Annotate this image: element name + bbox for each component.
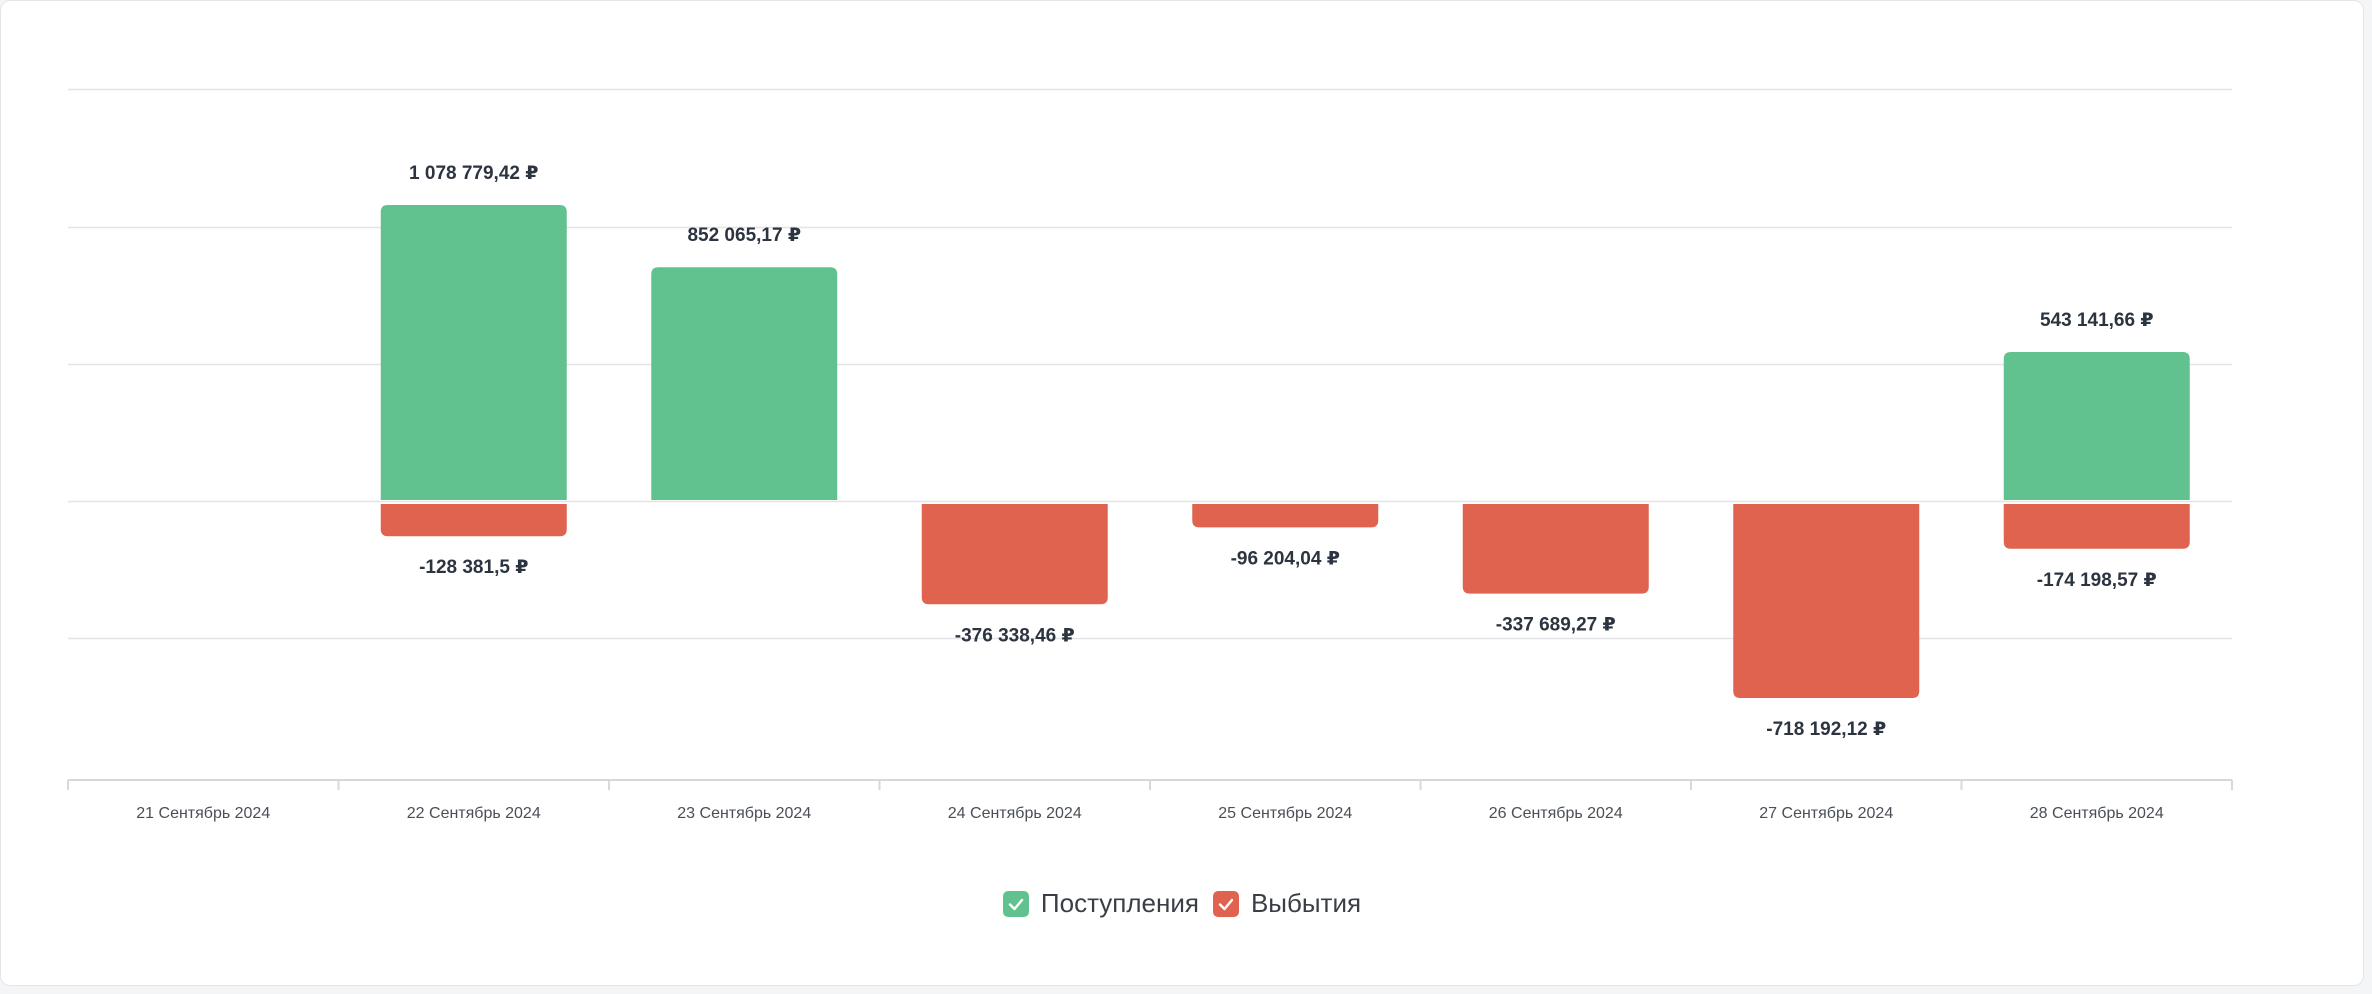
- legend-item-income[interactable]: Поступления: [1002, 888, 1199, 919]
- bars: [380, 205, 2190, 699]
- data-label: -96 204,04 ₽: [1231, 548, 1340, 569]
- legend: Поступления Выбытия: [0, 888, 2364, 919]
- x-tick-label: 24 Сентябрь 2024: [948, 805, 1082, 822]
- x-axis: 21 Сентябрь 2024 22 Сентябрь 2024 23 Сентя…: [67, 779, 2233, 822]
- data-label: -337 689,27 ₽: [1496, 615, 1616, 636]
- checkbox-checked-icon[interactable]: [1212, 890, 1239, 917]
- bar-outflow[interactable]: [1192, 504, 1379, 528]
- data-label: -376 338,46 ₽: [955, 625, 1075, 646]
- x-tick-label: 21 Сентябрь 2024: [136, 805, 270, 822]
- legend-label-income: Поступления: [1040, 888, 1199, 918]
- data-label: -128 381,5 ₽: [419, 557, 528, 578]
- bar-outflow[interactable]: [380, 504, 567, 537]
- data-label: 852 065,17 ₽: [687, 225, 801, 246]
- x-tick-label: 28 Сентябрь 2024: [2030, 805, 2164, 822]
- data-label: -718 192,12 ₽: [1766, 719, 1886, 740]
- bar-outflow[interactable]: [1733, 504, 1920, 699]
- checkbox-checked-icon[interactable]: [1002, 890, 1029, 917]
- bar-income[interactable]: [651, 267, 838, 500]
- bar-income[interactable]: [2003, 351, 2190, 500]
- data-label: -174 198,57 ₽: [2037, 570, 2157, 591]
- legend-item-outflow[interactable]: Выбытия: [1212, 888, 1362, 919]
- x-tick-label: 22 Сентябрь 2024: [407, 805, 541, 822]
- data-labels: 1 078 779,42 ₽ 852 065,17 ₽ 543 141,66 ₽ -1…: [409, 163, 2157, 740]
- legend-label-outflow: Выбытия: [1250, 888, 1362, 918]
- bar-outflow[interactable]: [2003, 504, 2190, 549]
- data-label: 543 141,66 ₽: [2040, 310, 2154, 331]
- x-tick-label: 25 Сентябрь 2024: [1218, 805, 1352, 822]
- x-tick-label: 26 Сентябрь 2024: [1489, 805, 1623, 822]
- bar-outflow[interactable]: [921, 504, 1108, 605]
- data-label: 1 078 779,42 ₽: [409, 163, 538, 184]
- x-tick-label: 27 Сентябрь 2024: [1759, 805, 1893, 822]
- bar-income[interactable]: [380, 205, 567, 500]
- x-tick-label: 23 Сентябрь 2024: [677, 805, 811, 822]
- bar-outflow[interactable]: [1462, 504, 1649, 594]
